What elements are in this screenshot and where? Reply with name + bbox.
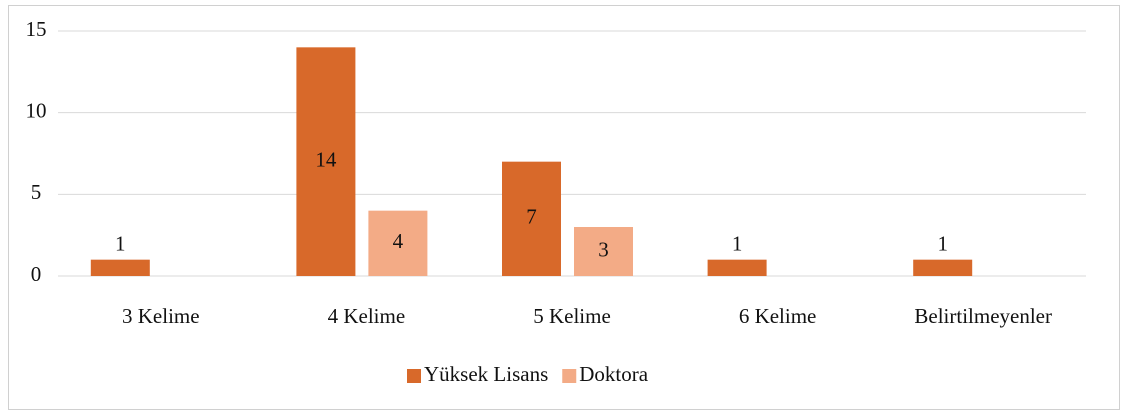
legend-swatch <box>562 369 577 383</box>
y-tick-label: 15 <box>26 17 47 41</box>
bar <box>707 259 767 276</box>
x-tick-label: 4 Kelime <box>328 304 406 328</box>
data-label: 7 <box>526 205 537 229</box>
bar <box>913 259 973 276</box>
bar <box>502 161 561 276</box>
bar <box>90 259 150 276</box>
chart-border <box>8 5 1120 410</box>
x-tick-label: Belirtilmeyenler <box>914 304 1052 328</box>
bar <box>296 47 356 277</box>
legend-swatch <box>407 369 421 383</box>
data-label: 3 <box>598 237 609 261</box>
bar <box>574 227 633 276</box>
data-label: 14 <box>315 147 337 171</box>
x-tick-label: 3 Kelime <box>122 304 200 328</box>
data-label: 1 <box>937 231 948 255</box>
x-tick-label: 5 Kelime <box>533 304 611 328</box>
legend-label: Doktora <box>579 362 648 386</box>
x-tick-label: 6 Kelime <box>739 304 817 328</box>
bar <box>368 210 428 276</box>
y-tick-label: 0 <box>31 262 42 286</box>
legend-label: Yüksek Lisans <box>424 362 548 386</box>
y-tick-label: 5 <box>31 180 42 204</box>
y-tick-label: 10 <box>26 98 47 122</box>
data-label: 1 <box>115 231 126 255</box>
data-label: 4 <box>393 229 404 253</box>
data-label: 1 <box>732 231 743 255</box>
